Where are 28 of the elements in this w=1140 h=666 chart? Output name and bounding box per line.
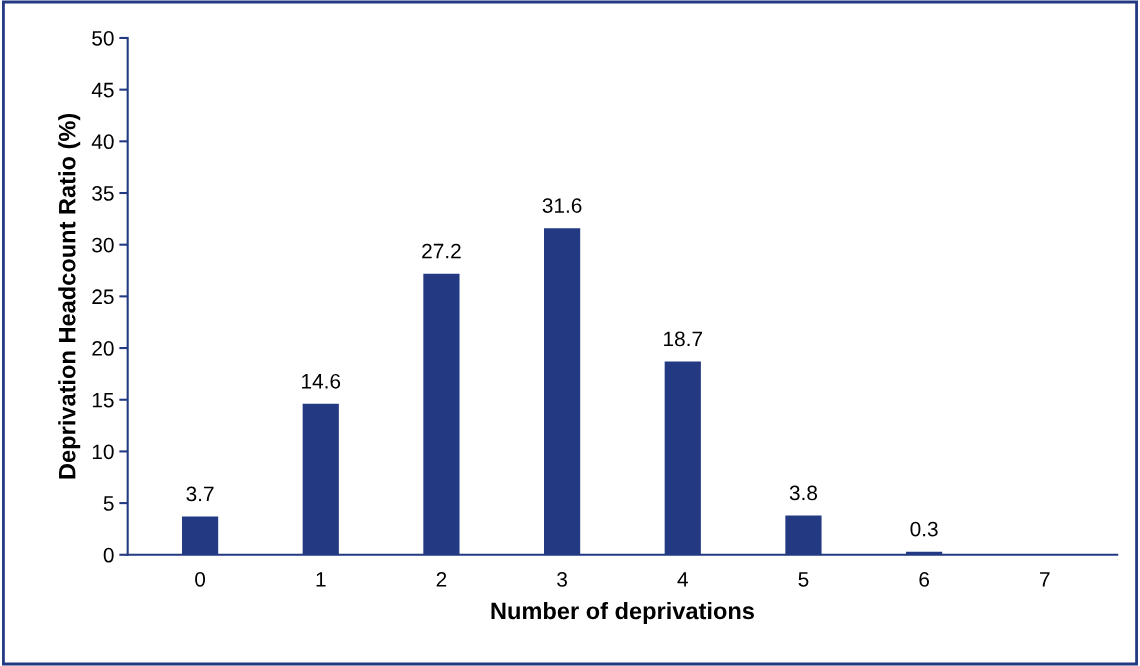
data-label: 31.6: [542, 198, 582, 213]
y-tick-label: 20: [92, 341, 114, 356]
x-tick-label: 4: [677, 572, 688, 587]
data-label: 3.8: [789, 485, 818, 501]
y-tick-label: 25: [92, 289, 114, 305]
x-tick-label: 1: [316, 572, 326, 587]
y-tick-label: 40: [91, 134, 114, 150]
y-tick-label: 30: [92, 237, 114, 253]
y-tick-label: 5: [103, 496, 114, 511]
data-label: 3.7: [186, 486, 214, 502]
y-tick-label: 35: [92, 186, 114, 201]
x-tick-label: 7: [1040, 572, 1050, 587]
data-label: 27.2: [422, 243, 461, 259]
y-tick-label: 50: [92, 30, 114, 46]
y-tick-label: 15: [92, 392, 114, 408]
data-label: 0.3: [910, 521, 938, 537]
x-tick-label: 5: [798, 572, 809, 587]
x-tick-label: 2: [436, 571, 447, 587]
data-label: 18.7: [664, 331, 703, 347]
x-tick-label: 0: [195, 571, 206, 587]
x-axis-title: Number of deprivations: [491, 601, 754, 624]
data-label: 14.6: [302, 373, 341, 389]
y-tick-label: 45: [91, 82, 114, 98]
y-axis-title: Deprivation Headcount Ratio (%): [58, 113, 81, 479]
x-tick-label: 6: [919, 571, 929, 587]
y-tick-label: 0: [103, 547, 114, 563]
y-tick-label: 10: [92, 444, 114, 460]
x-tick-label: 3: [557, 571, 567, 587]
